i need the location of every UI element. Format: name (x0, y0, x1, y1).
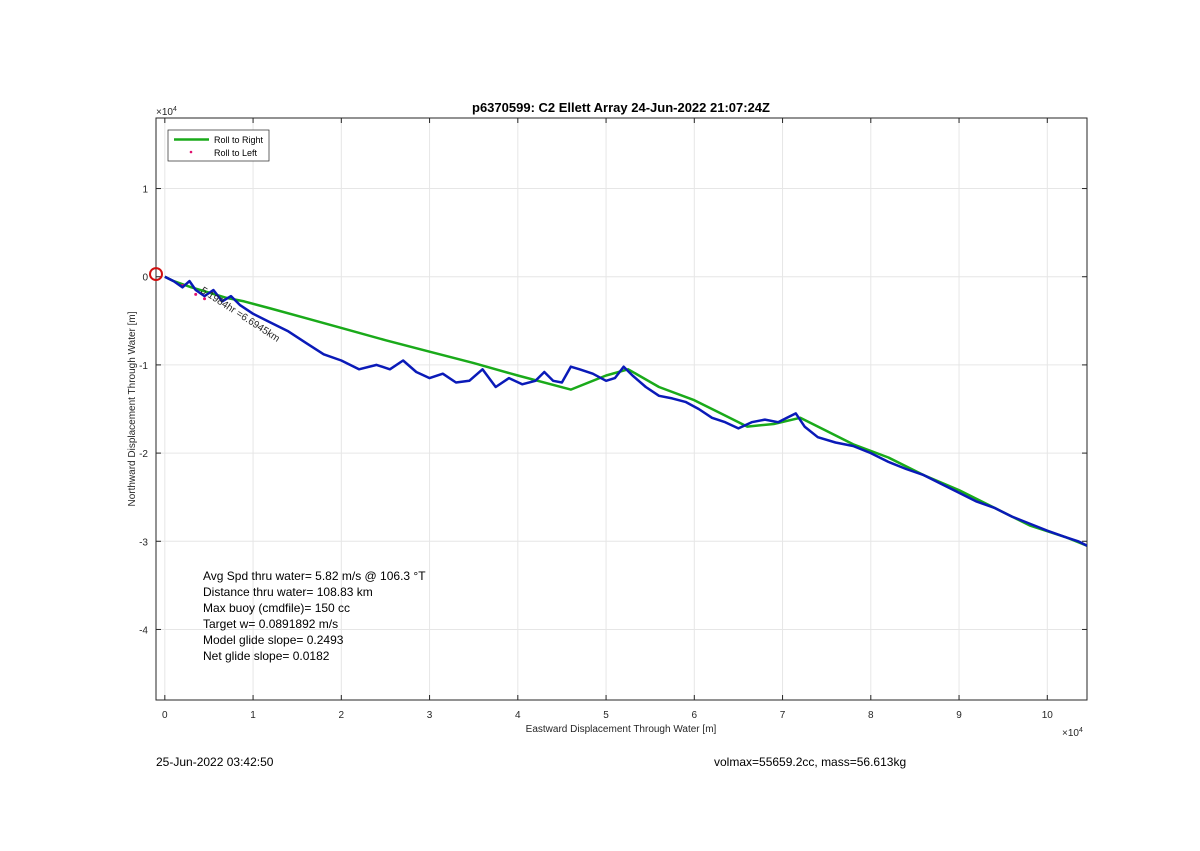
y-tick-label: -3 (139, 537, 148, 548)
legend-label-roll-left: Roll to Left (214, 148, 258, 158)
legend: Roll to Right Roll to Left (167, 129, 270, 162)
x-tick-label: 6 (692, 710, 698, 721)
series-group (164, 275, 1087, 547)
footer-timestamp: 25-Jun-2022 03:42:50 (156, 755, 274, 769)
x-tick-label: 8 (868, 710, 874, 721)
start-marker (149, 267, 163, 282)
x-tick-label: 0 (162, 710, 168, 721)
legend-swatch-roll-left (189, 150, 193, 154)
x-axis-label: Eastward Displacement Through Water [m] (526, 724, 717, 735)
y-exponent-label: ×104 (156, 106, 177, 118)
y-tick-label: -4 (139, 625, 148, 636)
series-line-track (164, 275, 1087, 547)
stat-model-glide: Model glide slope= 0.2493 (203, 633, 344, 647)
series-point-roll-to-left (194, 292, 198, 296)
x-tick-label: 4 (515, 710, 521, 721)
stat-distance: Distance thru water= 108.83 km (203, 585, 373, 599)
stat-avg-speed: Avg Spd thru water= 5.82 m/s @ 106.3 °T (203, 569, 426, 583)
grid-lines (156, 118, 1087, 700)
y-axis-label: Northward Displacement Through Water [m] (127, 311, 138, 506)
series-layer (149, 267, 1087, 547)
y-tick-label: -1 (139, 361, 148, 372)
stats-block: Avg Spd thru water= 5.82 m/s @ 106.3 °T … (203, 569, 426, 663)
y-tick-label: 1 (142, 185, 148, 196)
y-tick-label: -2 (139, 449, 148, 460)
legend-box (167, 129, 270, 162)
series-line-roll-to-right (164, 275, 1087, 547)
x-tick-label: 3 (427, 710, 433, 721)
series-point-roll-to-left (203, 297, 207, 301)
y-tick-label: 0 (142, 273, 148, 284)
x-exponent-label: ×104 (1062, 727, 1083, 739)
x-tick-label: 10 (1042, 710, 1054, 721)
chart-title: p6370599: C2 Ellett Array 24-Jun-2022 21… (472, 100, 770, 115)
stat-max-buoy: Max buoy (cmdfile)= 150 cc (203, 601, 350, 615)
x-tick-label: 7 (780, 710, 786, 721)
x-tick-label: 1 (250, 710, 256, 721)
x-tick-label: 2 (339, 710, 345, 721)
stat-net-glide: Net glide slope= 0.0182 (203, 649, 330, 663)
x-axis-ticks: 0 1 2 3 4 5 6 7 8 9 10 (162, 118, 1053, 721)
segment-annotation: 5.1984hr =6.6945km (198, 285, 281, 344)
footer-volmax-mass: volmax=55659.2cc, mass=56.613kg (714, 755, 907, 769)
x-tick-label: 9 (956, 710, 962, 721)
legend-label-roll-right: Roll to Right (214, 135, 264, 145)
y-axis-ticks: 1 0 -1 -2 -3 -4 (139, 185, 1087, 636)
axes-box (155, 117, 1088, 701)
stat-target-w: Target w= 0.0891892 m/s (203, 617, 338, 631)
x-tick-label: 5 (603, 710, 609, 721)
